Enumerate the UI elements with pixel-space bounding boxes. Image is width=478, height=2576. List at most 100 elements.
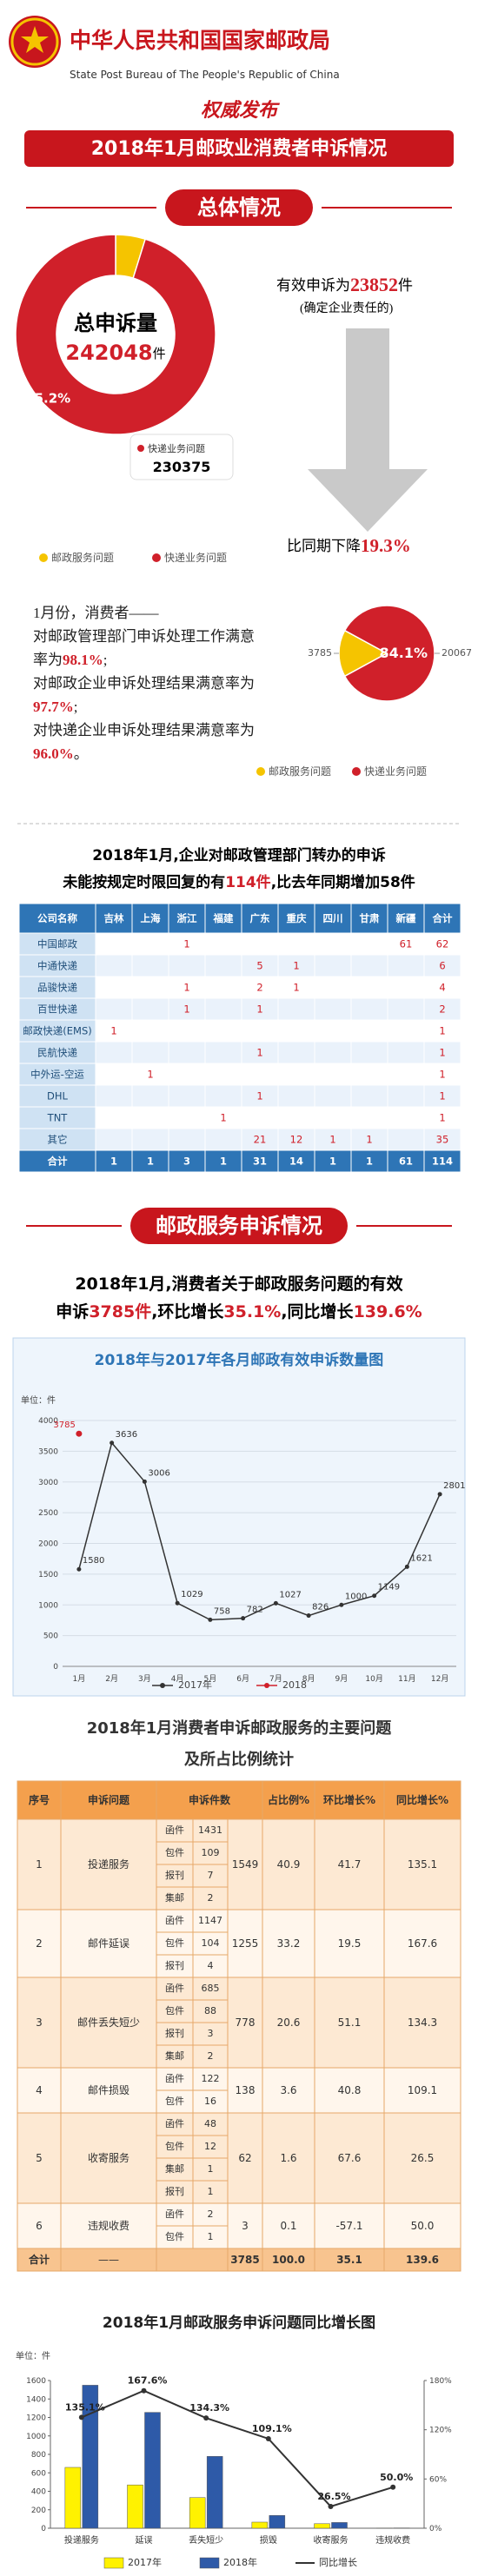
table-cell [314,932,352,956]
cell-text-part: 环比增长% [323,1793,375,1806]
y2-tick-label: 0% [429,2525,442,2533]
cell-text-part: 48 [204,2118,216,2129]
satisfaction-text: 对邮政企业申诉处理结果满意率为 [33,675,255,692]
cell-text: 1 [147,1068,153,1080]
cell-text: 1.6 [280,2152,296,2164]
cell-text-part: 函件 [165,1824,184,1836]
x-tick-label: 损毁 [260,2534,277,2546]
cell-text-part: 138 [236,2084,256,2096]
point-label-part: 1149 [378,1583,400,1593]
y-tick-label-part: 4000 [38,1417,58,1426]
postal-summary: 2018年1月,消费者关于邮政服务问题的有效 [75,1274,402,1294]
satisfaction-punct: 。 [73,745,89,762]
cell-text-part: 报刊 [165,2027,184,2039]
series-line [78,1441,441,1621]
table-cell [18,1019,96,1043]
cell-text: 包件 [165,2141,184,2152]
postal-summary-part: 申诉 [56,1301,89,1321]
growth-label: 109.1% [252,2423,292,2434]
table-cell [383,2248,461,2272]
y-axis-label: 单位：件 [16,2350,50,2361]
y-tick-label: 1000 [26,2432,46,2440]
x-tick-label: 5月 [204,1674,217,1684]
cell-text: 报刊 [165,1869,184,1881]
cell-text-part: 函件 [165,2208,184,2220]
table-cell [18,976,96,999]
cell-text: 62 [238,2152,251,2164]
down-arrow [308,328,428,532]
cell-text: 4 [36,2084,43,2096]
cell-text: 集邮 [165,1891,184,1904]
bar [206,2456,223,2529]
table-cell [423,1149,461,1173]
cell-text-part: 139.6 [406,2254,439,2266]
x-tick-label: 延误 [136,2535,153,2546]
point-label: 1029 [181,1590,202,1599]
y-axis-label-part: 单位：件 [16,2350,50,2361]
x-tick-label: 7月 [269,1674,282,1684]
cell-text-part: DHL [47,1089,69,1102]
cell-text: 35 [436,1133,449,1145]
cell-text: 31 [253,1155,267,1167]
bar [269,2515,286,2529]
growth-point [141,2387,147,2394]
cell-text-part: 61 [399,1155,413,1167]
table-cell [423,1019,461,1043]
table-title-part: 未能按规定时限回复的有 [62,873,225,891]
cell-text-part: 5 [256,959,262,971]
y-axis-label: 单位：件 [21,1394,56,1406]
satisfaction-rate: 96.0% [33,745,74,762]
table-cell [17,1909,62,1978]
cell-text-part: 邮件延误 [88,1937,129,1950]
table-cell [192,2067,229,2091]
x-tick-label-part: 12月 [431,1674,448,1684]
point-label: 1621 [410,1553,432,1563]
cell-text-part: 114 [432,1155,453,1167]
cell-text-part: 3 [36,2016,43,2029]
table-cell [227,1909,263,1978]
table-cell [60,2067,157,2114]
cell-text-part: 0.1 [280,2220,296,2232]
x-tick-label-part: 投递服务 [64,2534,99,2546]
y-tick-label-part: 3000 [38,1478,58,1487]
table-cell [204,1128,242,1151]
center-label: 总申诉量 [74,311,157,335]
cell-text-part: 2 [256,981,262,993]
cell-text-part: 16 [204,2096,216,2107]
table-title-part: 2018年1月消费者申诉邮政服务的主要问题 [87,1718,393,1738]
point-label: 2801 [443,1481,465,1491]
cell-text: 序号 [29,1793,50,1806]
legend-swatch [103,2557,124,2569]
table-cell [314,1106,352,1129]
table-cell [204,903,242,934]
table-cell [277,954,315,977]
legend-label-part: 2018年 [223,2556,257,2568]
point-label: 758 [214,1606,230,1616]
cell-text: 1147 [198,1915,222,1926]
table-cell [350,1128,388,1151]
cell-text-part: 4 [36,2084,43,2096]
cell-text: 1 [439,1089,445,1102]
cell-text: 35.1 [336,2254,362,2266]
y-tick-label-part: 200 [31,2506,46,2514]
callout-box [129,434,234,480]
table-title: 及所占比例统计 [184,1750,294,1769]
x-tick-label-part: 2月 [105,1674,118,1684]
point [241,1616,246,1621]
table-cell [95,903,133,934]
cell-text-part: 申诉问题 [88,1793,130,1806]
table-cell [18,903,96,934]
cell-text: 48 [204,2118,216,2129]
y2-tick-label-part: 60% [429,2475,447,2484]
cell-text: 2 [439,1003,445,1015]
table-cell [17,1977,62,2069]
cell-text-part: 4 [439,981,445,993]
cell-text-part: 浙江 [177,912,197,924]
cell-text-part: 1549 [232,1858,259,1871]
postal-summary-part: ,环比增长 [151,1301,224,1321]
cell-text: 集邮 [165,2162,184,2175]
cell-text: 邮件损毁 [88,2083,129,2096]
x-tick-label-part: 6月 [236,1674,249,1684]
y-tick-label-part: 1600 [26,2377,46,2386]
cell-text-part: 1 [183,981,189,993]
